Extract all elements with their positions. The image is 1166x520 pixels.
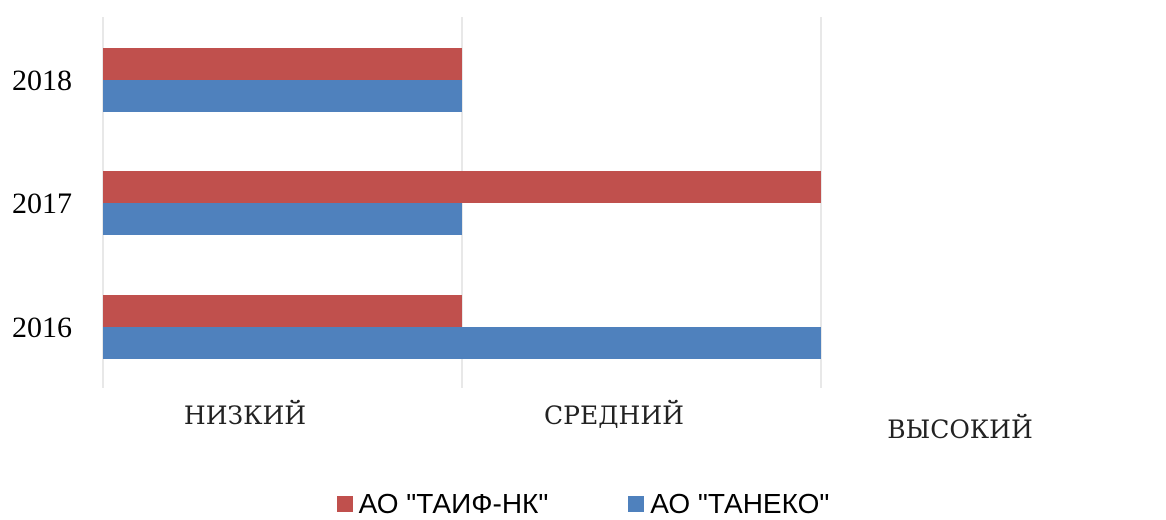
legend-item-taneko: АО "ТАНЕКО" xyxy=(628,488,829,520)
x-tick-2: ВЫСОКИЙ xyxy=(887,414,1033,444)
bar-taif-2018 xyxy=(103,48,462,80)
legend-label-taif: АО "ТАИФ-НК" xyxy=(358,488,549,519)
legend: АО "ТАИФ-НК" АО "ТАНЕКО" xyxy=(0,488,1166,520)
x-tick-0: НИЗКИЙ xyxy=(184,400,306,430)
bars xyxy=(103,48,821,359)
legend-swatch-taneko xyxy=(628,496,645,512)
bar-taneko-2017 xyxy=(103,203,462,235)
x-tick-1: СРЕДНИЙ xyxy=(544,400,684,430)
legend-label-taneko: АО "ТАНЕКО" xyxy=(650,488,830,519)
y-tick-2018: 2018 xyxy=(12,64,72,97)
bar-taif-2017 xyxy=(103,171,821,203)
legend-item-taif: АО "ТАИФ-НК" xyxy=(336,488,549,520)
bar-taneko-2018 xyxy=(103,80,462,112)
bar-taif-2016 xyxy=(103,295,462,327)
y-tick-2017: 2017 xyxy=(12,187,72,220)
y-tick-2016: 2016 xyxy=(12,311,72,344)
x-axis: НИЗКИЙ СРЕДНИЙ ВЫСОКИЙ xyxy=(184,400,1033,444)
legend-swatch-taif xyxy=(336,496,353,512)
bar-taneko-2016 xyxy=(103,327,821,359)
y-axis: 2016 2017 2018 xyxy=(12,64,72,344)
